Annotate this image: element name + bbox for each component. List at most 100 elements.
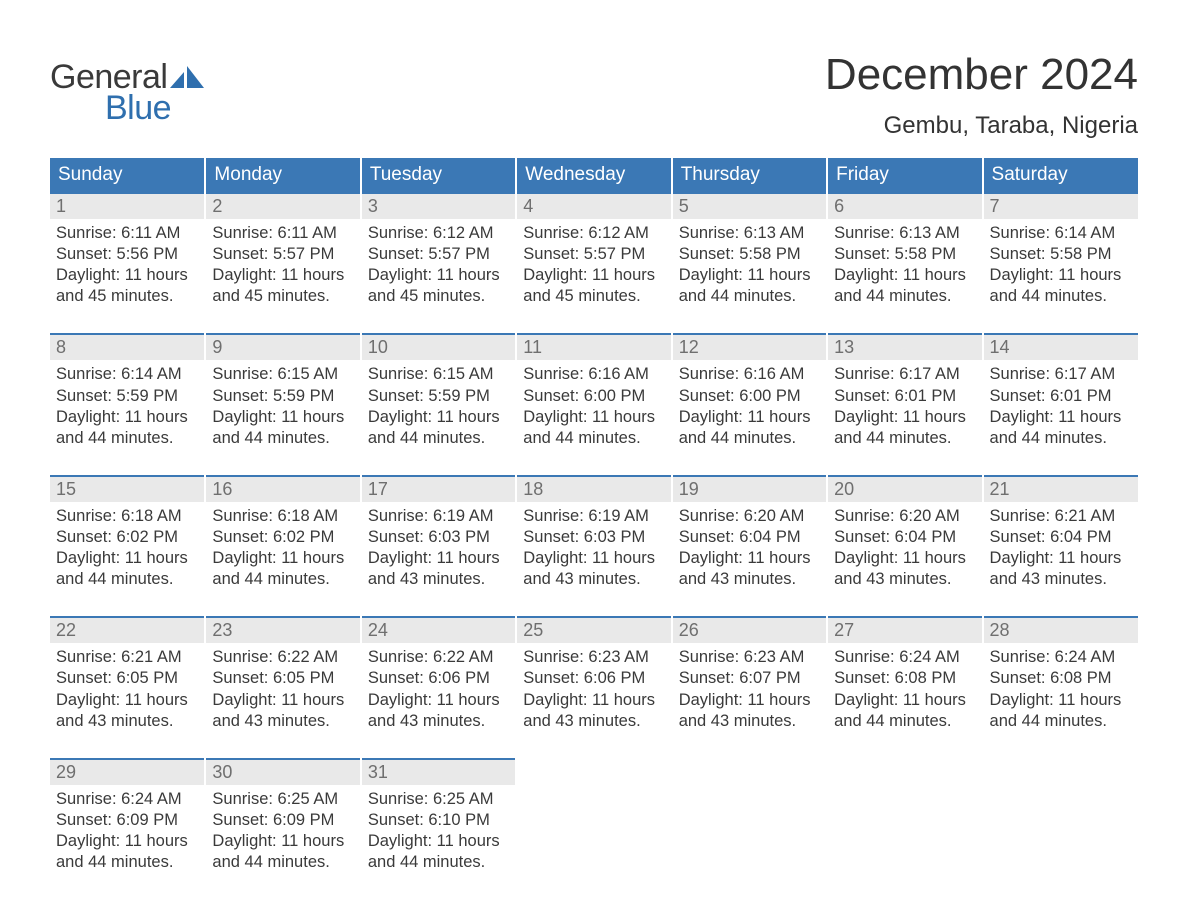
day-header: Monday — [205, 158, 360, 193]
day-details: Sunrise: 6:19 AMSunset: 6:03 PMDaylight:… — [362, 502, 515, 616]
sunset-line: Sunset: 5:59 PM — [368, 386, 509, 407]
day-number: 4 — [517, 194, 670, 219]
day-number: 23 — [206, 618, 359, 643]
sunset-line: Sunset: 6:06 PM — [368, 668, 509, 689]
daylight-line: Daylight: 11 hours and 43 minutes. — [679, 690, 820, 732]
day-details: Sunrise: 6:19 AMSunset: 6:03 PMDaylight:… — [517, 502, 670, 616]
sunset-line: Sunset: 6:04 PM — [679, 527, 820, 548]
calendar-cell: 31Sunrise: 6:25 AMSunset: 6:10 PMDayligh… — [361, 759, 516, 883]
sunset-line: Sunset: 5:56 PM — [56, 244, 198, 265]
sunset-line: Sunset: 6:00 PM — [679, 386, 820, 407]
sunrise-line: Sunrise: 6:12 AM — [523, 223, 664, 244]
sunset-line: Sunset: 6:05 PM — [212, 668, 353, 689]
calendar-cell: 12Sunrise: 6:16 AMSunset: 6:00 PMDayligh… — [672, 334, 827, 475]
daylight-line: Daylight: 11 hours and 44 minutes. — [834, 690, 975, 732]
calendar-cell: 26Sunrise: 6:23 AMSunset: 6:07 PMDayligh… — [672, 617, 827, 758]
calendar-cell: 19Sunrise: 6:20 AMSunset: 6:04 PMDayligh… — [672, 476, 827, 617]
sunrise-line: Sunrise: 6:15 AM — [212, 364, 353, 385]
day-details: Sunrise: 6:25 AMSunset: 6:09 PMDaylight:… — [206, 785, 359, 883]
sunrise-line: Sunrise: 6:11 AM — [212, 223, 353, 244]
sunrise-line: Sunrise: 6:18 AM — [56, 506, 198, 527]
calendar-cell — [983, 759, 1138, 883]
daylight-line: Daylight: 11 hours and 44 minutes. — [56, 407, 198, 449]
calendar-week: 22 Sunrise: 6:21 AM Sunset: 6:05 PM Dayligh… — [50, 617, 1138, 758]
sunset-line: Sunset: 6:09 PM — [56, 810, 198, 831]
sunset-line: Sunset: 6:01 PM — [834, 386, 975, 407]
sunrise-line: Sunrise: 6:20 AM — [834, 506, 975, 527]
sunrise-line: Sunrise: 6:22 AM — [212, 647, 353, 668]
calendar-cell: 18Sunrise: 6:19 AMSunset: 6:03 PMDayligh… — [516, 476, 671, 617]
sail-icon — [170, 66, 204, 88]
calendar-cell: 15Sunrise: 6:18 AMSunset: 6:02 PMDayligh… — [50, 476, 205, 617]
sunrise-line: Sunrise: 6:21 AM — [56, 647, 198, 668]
day-number: 17 — [362, 477, 515, 502]
calendar-cell: 21Sunrise: 6:21 AMSunset: 6:04 PMDayligh… — [983, 476, 1138, 617]
daylight-line: Daylight: 11 hours and 43 minutes. — [834, 548, 975, 590]
sunset-line: Sunset: 6:00 PM — [523, 386, 664, 407]
day-details: Sunrise: 6:12 AMSunset: 5:57 PMDaylight:… — [362, 219, 515, 333]
day-number: 9 — [206, 335, 359, 360]
calendar-cell — [827, 759, 982, 883]
calendar-cell: 1Sunrise: 6:11 AMSunset: 5:56 PMDaylight… — [50, 193, 205, 334]
daylight-line: Daylight: 11 hours and 44 minutes. — [990, 690, 1132, 732]
day-number: 5 — [673, 194, 826, 219]
day-details: Sunrise: 6:20 AMSunset: 6:04 PMDaylight:… — [828, 502, 981, 616]
sunset-line: Sunset: 6:02 PM — [56, 527, 198, 548]
day-details: Sunrise: 6:13 AMSunset: 5:58 PMDaylight:… — [828, 219, 981, 333]
calendar-cell: 20Sunrise: 6:20 AMSunset: 6:04 PMDayligh… — [827, 476, 982, 617]
day-number: 27 — [828, 618, 981, 643]
calendar-week: 15Sunrise: 6:18 AMSunset: 6:02 PMDayligh… — [50, 476, 1138, 617]
calendar-cell: 11Sunrise: 6:16 AMSunset: 6:00 PMDayligh… — [516, 334, 671, 475]
daylight-line: Daylight: 11 hours and 43 minutes. — [679, 548, 820, 590]
sunrise-line: Sunrise: 6:24 AM — [56, 789, 198, 810]
calendar-cell: 23Sunrise: 6:22 AMSunset: 6:05 PMDayligh… — [205, 617, 360, 758]
calendar-cell: 17Sunrise: 6:19 AMSunset: 6:03 PMDayligh… — [361, 476, 516, 617]
sunset-line: Sunset: 6:10 PM — [368, 810, 509, 831]
sunrise-line: Sunrise: 6:14 AM — [56, 364, 198, 385]
daylight-line: Daylight: 11 hours and 44 minutes. — [212, 548, 353, 590]
day-details: Sunrise: 6:14 AMSunset: 5:58 PMDaylight:… — [984, 219, 1138, 333]
day-header: Friday — [827, 158, 982, 193]
day-details: Sunrise: 6:17 AMSunset: 6:01 PMDaylight:… — [828, 360, 981, 474]
sunset-line: Sunset: 5:58 PM — [990, 244, 1132, 265]
sunset-line: Sunset: 6:07 PM — [679, 668, 820, 689]
day-number: 26 — [673, 618, 826, 643]
sunrise-line: Sunrise: 6:13 AM — [679, 223, 820, 244]
title-block: December 2024 Gembu, Taraba, Nigeria — [825, 50, 1138, 140]
calendar-cell: 24Sunrise: 6:22 AMSunset: 6:06 PMDayligh… — [361, 617, 516, 758]
sunrise-line: Sunrise: 6:24 AM — [834, 647, 975, 668]
daylight-line: Daylight: 11 hours and 45 minutes. — [368, 265, 509, 307]
sunrise-line: Sunrise: 6:22 AM — [368, 647, 509, 668]
day-number: 25 — [517, 618, 670, 643]
day-details: Sunrise: 6:13 AMSunset: 5:58 PMDaylight:… — [673, 219, 826, 333]
calendar-week: 8Sunrise: 6:14 AMSunset: 5:59 PMDaylight… — [50, 334, 1138, 475]
calendar-week: 29Sunrise: 6:24 AMSunset: 6:09 PMDayligh… — [50, 759, 1138, 883]
day-details: Sunrise: 6:12 AMSunset: 5:57 PMDaylight:… — [517, 219, 670, 333]
daylight-line: Daylight: 11 hours and 43 minutes. — [523, 690, 664, 732]
daylight-line: Daylight: 11 hours and 43 minutes. — [368, 690, 509, 732]
day-number: 19 — [673, 477, 826, 502]
day-details: Sunrise: 6:24 AMSunset: 6:08 PMDaylight:… — [828, 643, 981, 757]
daylight-line: Daylight: 11 hours and 44 minutes. — [368, 407, 509, 449]
day-details: Sunrise: 6:11 AMSunset: 5:56 PMDaylight:… — [50, 219, 204, 333]
sunrise-line: Sunrise: 6:13 AM — [834, 223, 975, 244]
day-number: 1 — [50, 194, 204, 219]
day-number: 18 — [517, 477, 670, 502]
sunset-line: Sunset: 6:08 PM — [990, 668, 1132, 689]
sunset-line: Sunset: 5:58 PM — [834, 244, 975, 265]
daylight-line: Daylight: 11 hours and 43 minutes. — [368, 548, 509, 590]
sunrise-line: Sunrise: 6:24 AM — [990, 647, 1132, 668]
sunrise-line: Sunrise: 6:16 AM — [679, 364, 820, 385]
day-details: Sunrise: 6:24 AMSunset: 6:08 PMDaylight:… — [984, 643, 1138, 757]
sunrise-line: Sunrise: 6:21 AM — [990, 506, 1132, 527]
day-number: 13 — [828, 335, 981, 360]
sunset-line: Sunset: 6:08 PM — [834, 668, 975, 689]
day-number: 2 — [206, 194, 359, 219]
sunset-line: Sunset: 5:57 PM — [523, 244, 664, 265]
sunrise-line: Sunrise: 6:19 AM — [523, 506, 664, 527]
calendar-cell: 10Sunrise: 6:15 AMSunset: 5:59 PMDayligh… — [361, 334, 516, 475]
day-number: 22 — [50, 618, 204, 643]
day-details: Sunrise: 6:22 AMSunset: 6:05 PMDaylight:… — [206, 643, 359, 757]
sunrise-line: Sunrise: 6:17 AM — [834, 364, 975, 385]
sunset-line: Sunset: 5:59 PM — [56, 386, 198, 407]
